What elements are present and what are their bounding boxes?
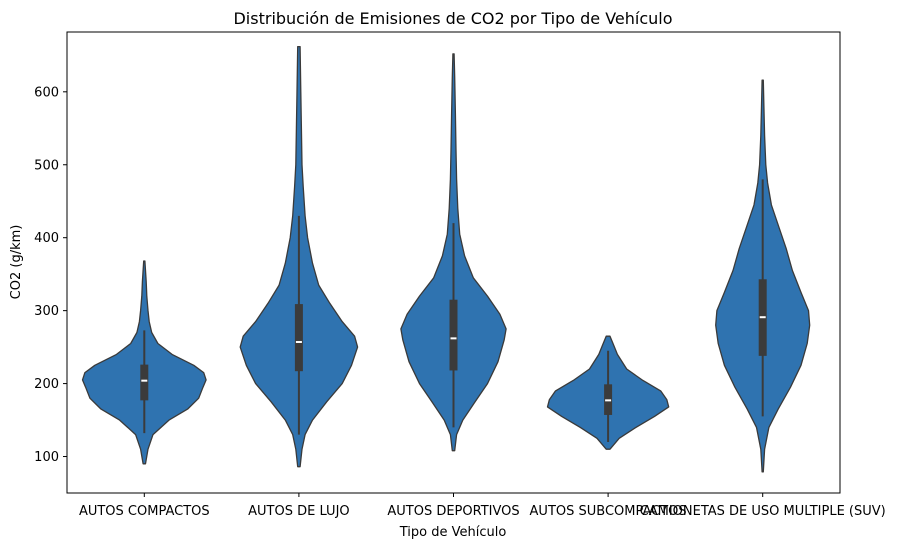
y-tick-label: 200 [34, 377, 59, 392]
x-tick-label: AUTOS SUBCOMPACTOS [530, 504, 687, 519]
x-axis-label: Tipo de Vehículo [399, 525, 507, 540]
chart-title: Distribución de Emisiones de CO2 por Tip… [233, 9, 672, 28]
y-axis: 100 200 300 400 500 600 [34, 85, 67, 465]
y-tick-label: 600 [34, 85, 59, 100]
violin-iqr-box [140, 364, 149, 401]
y-tick-label: 300 [34, 304, 59, 319]
y-tick-label: 400 [34, 231, 59, 246]
x-axis: AUTOS COMPACTOS AUTOS DE LUJO AUTOS DEPORT… [79, 493, 886, 519]
violins-group [81, 45, 811, 473]
y-tick-label: 500 [34, 158, 59, 173]
violin-iqr-box [449, 299, 458, 371]
x-tick-label: AUTOS DE LUJO [248, 504, 350, 519]
y-axis-label: CO2 (g/km) [9, 225, 24, 300]
violin-iqr-box [294, 304, 303, 372]
x-tick-label: AUTOS DEPORTIVOS [387, 504, 519, 519]
x-tick-label: AUTOS COMPACTOS [79, 504, 210, 519]
y-tick-label: 100 [34, 450, 59, 465]
x-tick-label: CAMIONETAS DE USO MULTIPLE (SUV) [640, 504, 886, 519]
